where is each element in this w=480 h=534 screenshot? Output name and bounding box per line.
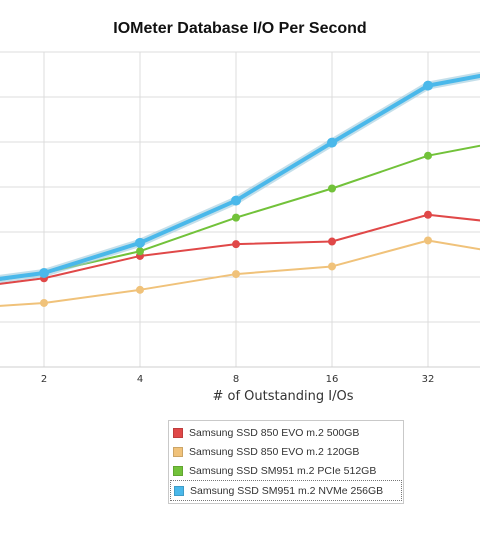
series-line	[0, 213, 480, 285]
legend: Samsung SSD 850 EVO m.2 500GB Samsung SSD…	[168, 420, 404, 504]
legend-item[interactable]: Samsung SSD SM951 m.2 PCIe 512GB	[173, 461, 399, 480]
x-tick-label: 16	[326, 374, 339, 385]
data-point	[327, 137, 337, 148]
x-tick-label: 2	[41, 374, 47, 385]
series-line	[0, 239, 480, 307]
legend-item[interactable]: Samsung SSD SM951 m.2 NVMe 256GB	[170, 480, 402, 501]
data-point	[232, 240, 240, 249]
data-point	[232, 213, 240, 222]
legend-label: Samsung SSD 850 EVO m.2 120GB	[189, 445, 360, 458]
legend-swatch	[173, 427, 183, 438]
x-tick-label: 32	[422, 374, 435, 385]
series-line-shadow	[0, 71, 480, 283]
legend-item[interactable]: Samsung SSD 850 EVO m.2 500GB	[173, 423, 399, 442]
series-0	[0, 210, 480, 285]
data-point	[232, 270, 240, 279]
series-1	[0, 236, 480, 307]
legend-label: Samsung SSD SM951 m.2 PCIe 512GB	[189, 464, 377, 477]
data-point	[136, 247, 144, 256]
legend-label: Samsung SSD SM951 m.2 NVMe 256GB	[190, 484, 384, 497]
data-point	[328, 184, 336, 193]
data-point	[40, 298, 48, 307]
chart-title: IOMeter Database I/O Per Second	[113, 20, 367, 37]
data-point	[39, 268, 49, 279]
legend-swatch	[173, 465, 183, 476]
legend-label: Samsung SSD 850 EVO m.2 500GB	[189, 426, 360, 439]
data-point	[231, 195, 241, 206]
data-point	[423, 80, 433, 91]
legend-swatch	[173, 446, 183, 457]
data-point	[136, 285, 144, 294]
data-point	[424, 210, 432, 219]
data-point	[135, 237, 145, 248]
x-axis-ticks: 2 4 8 16 32	[41, 374, 435, 385]
legend-item[interactable]: Samsung SSD 850 EVO m.2 120GB	[173, 442, 399, 461]
data-point	[328, 237, 336, 246]
x-tick-label: 8	[233, 374, 239, 385]
data-point	[424, 151, 432, 160]
data-point	[424, 236, 432, 245]
series-layer	[0, 71, 480, 307]
series-3	[0, 71, 480, 283]
x-tick-label: 4	[137, 374, 143, 385]
legend-swatch	[174, 485, 184, 496]
data-point	[328, 262, 336, 271]
x-axis-label: # of Outstanding I/Os	[212, 389, 354, 404]
grid	[0, 51, 480, 368]
